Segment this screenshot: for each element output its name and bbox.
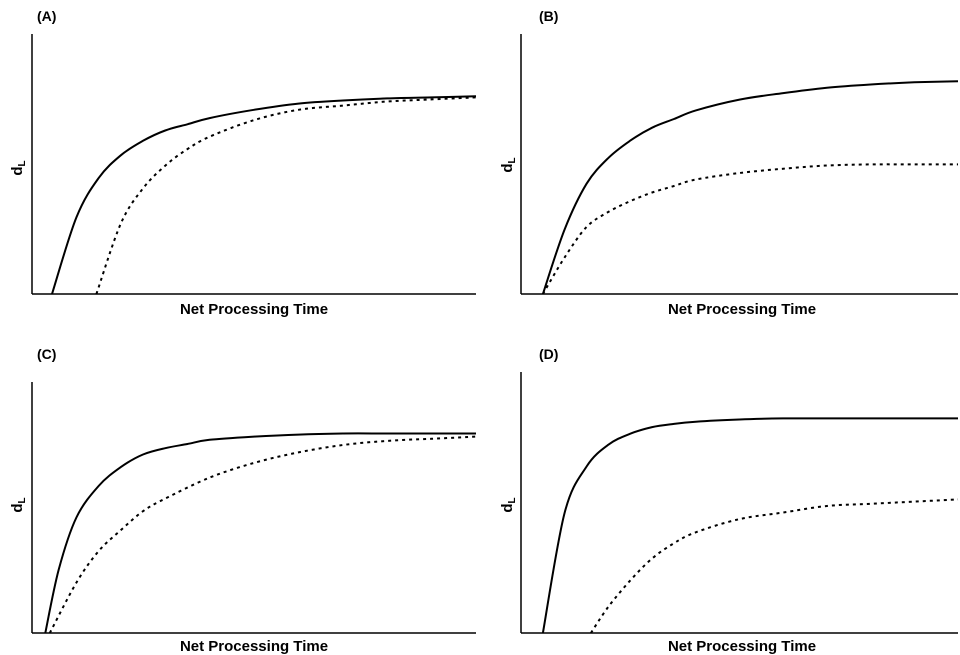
- panel-d-y-axis-title-main: d: [499, 503, 516, 512]
- panel-d: (D) Net Processing Time dL: [499, 346, 959, 655]
- panel-a-solid-curve: [51, 95, 477, 295]
- panel-c-label: (C): [37, 346, 56, 362]
- panel-b-label: (B): [539, 8, 558, 24]
- panel-c-y-axis-title: dL: [9, 497, 28, 512]
- panel-a-label: (A): [37, 8, 56, 24]
- panel-c-solid-curve: [44, 432, 476, 634]
- panel-c-dotted-curve: [48, 435, 477, 634]
- panel-c-x-axis-title: Net Processing Time: [180, 638, 328, 655]
- panel-d-series: [541, 417, 959, 634]
- panel-a-y-axis-title-sub: L: [17, 160, 28, 166]
- panel-c: (C) Net Processing Time dL: [9, 346, 477, 655]
- panel-b-dotted-curve: [542, 163, 959, 295]
- panel-a-y-axis-title: dL: [9, 160, 28, 175]
- panel-b-y-axis-title: dL: [499, 157, 518, 172]
- panel-b: (B) Net Processing Time dL: [499, 8, 959, 318]
- panel-d-solid-curve: [541, 417, 958, 634]
- panel-c-series: [44, 432, 477, 634]
- panel-a-x-axis-title: Net Processing Time: [180, 301, 328, 318]
- panel-b-solid-curve: [541, 80, 959, 295]
- panel-c-y-axis-title-main: d: [9, 503, 26, 512]
- panel-d-dotted-curve: [590, 498, 959, 634]
- panel-b-y-axis-title-main: d: [499, 163, 516, 172]
- panel-b-y-axis-title-sub: L: [507, 157, 518, 163]
- panel-a-dotted-curve: [95, 96, 477, 295]
- panel-d-y-axis-title: dL: [499, 497, 518, 512]
- panel-a-y-axis-title-main: d: [9, 166, 26, 175]
- panel-b-x-axis-title: Net Processing Time: [668, 301, 816, 318]
- panel-d-x-axis-title: Net Processing Time: [668, 638, 816, 655]
- panel-a-series: [51, 95, 477, 295]
- panel-a: (A) Net Processing Time dL: [9, 8, 477, 318]
- panel-d-label: (D): [539, 346, 558, 362]
- panel-c-y-axis-title-sub: L: [17, 497, 28, 503]
- panel-d-y-axis-title-sub: L: [507, 497, 518, 503]
- panel-b-series: [541, 80, 959, 295]
